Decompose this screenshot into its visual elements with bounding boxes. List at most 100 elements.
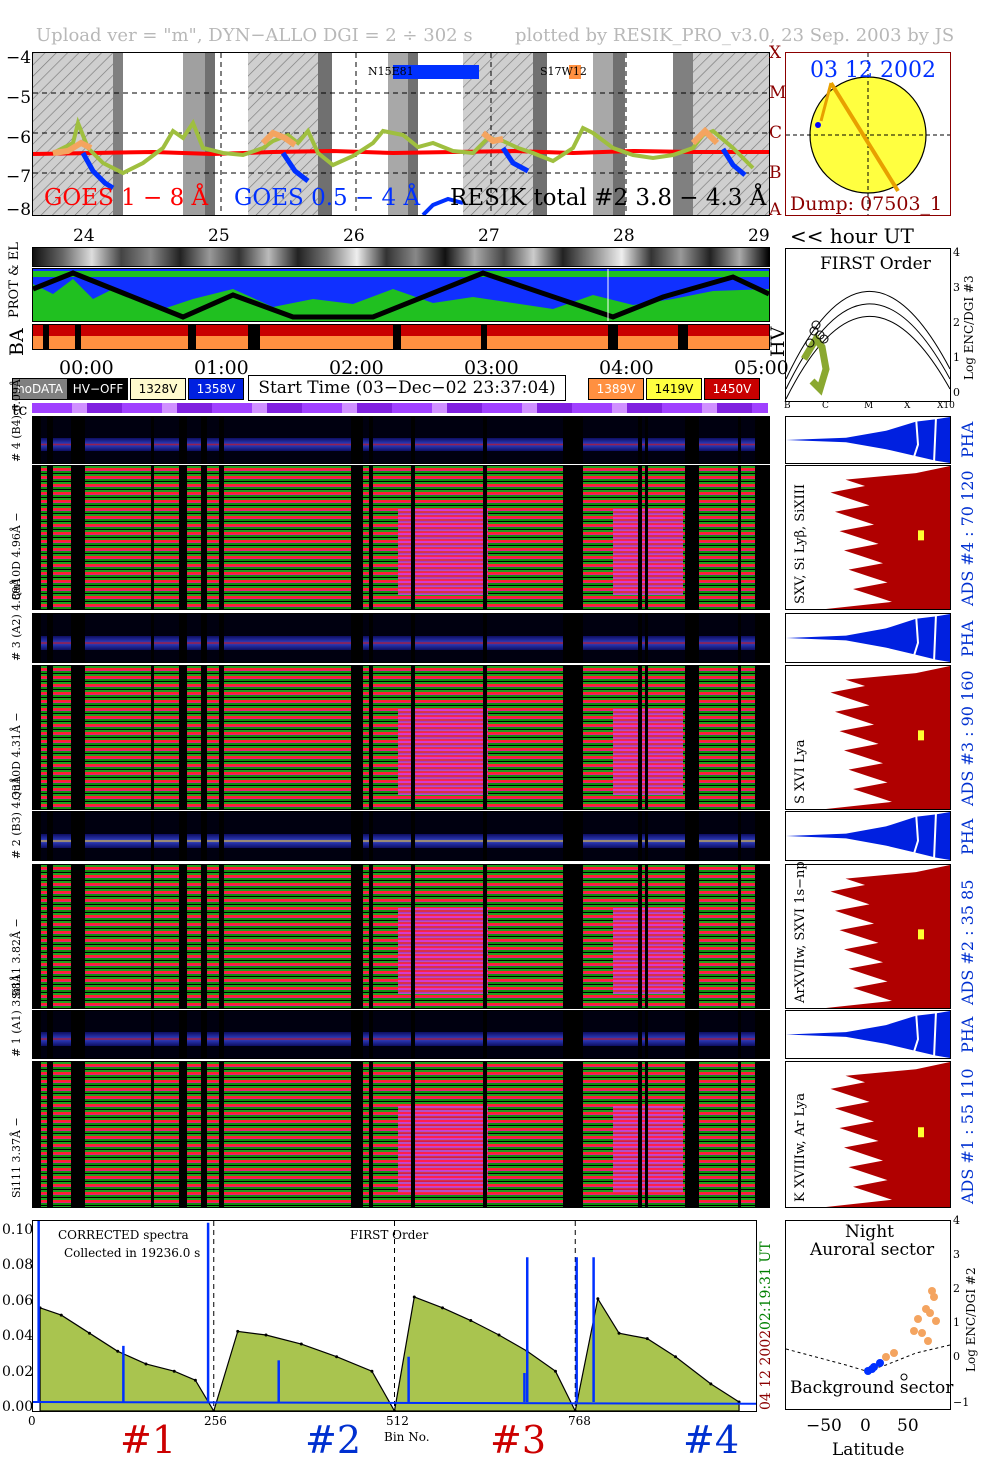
pha-text-3: PHA bbox=[958, 818, 977, 855]
lat-xtick-0: −50 bbox=[806, 1416, 842, 1436]
ads-label-3: ADS #2 : 35 85 bbox=[958, 879, 977, 1005]
spectrum-point bbox=[264, 1333, 268, 1337]
goes-ytick-3: −7 bbox=[6, 167, 32, 187]
legend-1419: 1419V bbox=[646, 378, 702, 400]
sun-date: 03 12 2002 bbox=[810, 58, 936, 83]
line-ids-2: S XVI Lya bbox=[793, 739, 808, 804]
hour-tick-29: 29 bbox=[748, 226, 770, 246]
legend-hvoff: HV−OFF bbox=[68, 378, 128, 400]
orbit-plot bbox=[33, 269, 769, 321]
spectrogram-3 bbox=[32, 864, 770, 1009]
spec-first-order: FIRST Order bbox=[350, 1228, 429, 1242]
sun-dump: Dump: 07503_1 bbox=[790, 193, 943, 215]
spec-ytick-0: 0.10 bbox=[2, 1222, 34, 1238]
time-tick-0: 00:00 bbox=[59, 357, 114, 379]
sun-disk bbox=[786, 53, 950, 215]
lat-ytick-2: 2 bbox=[953, 1282, 960, 1295]
ads-histogram-2 bbox=[785, 665, 951, 810]
spec-ytick-5: 0.00 bbox=[2, 1399, 34, 1415]
fo-ylabel: Log ENC/DGI #3 bbox=[962, 275, 976, 380]
hour-tick-24: 24 bbox=[73, 226, 95, 246]
pha-strip-2 bbox=[32, 613, 770, 663]
spectrum-point bbox=[709, 1382, 713, 1386]
fo-xtick-c: C bbox=[822, 401, 829, 411]
header-plotted: plotted by RESIK_PRO_v3.0, 23 Sep. 2003 … bbox=[515, 25, 955, 46]
marker-s17w12: S17W12 bbox=[540, 65, 587, 78]
resik-label: RESIK total #2 3.8 − 4.3 Å bbox=[450, 185, 767, 211]
ads-histogram-1 bbox=[785, 465, 951, 610]
lat-xlabel: Latitude bbox=[832, 1440, 905, 1460]
spectrum-point bbox=[441, 1306, 445, 1310]
fo-xtick-x10: X10 bbox=[937, 401, 955, 411]
header-upload: Upload ver = "m", DYN−ALLO DGI = 2 ÷ 302… bbox=[36, 25, 473, 46]
spectrum-plot bbox=[33, 1221, 756, 1411]
spectrum-point bbox=[737, 1400, 741, 1404]
spectrogram-4 bbox=[32, 1061, 770, 1208]
time-tick-3: 03:00 bbox=[464, 357, 519, 379]
spectrum-point bbox=[674, 1355, 678, 1359]
spectrum-point bbox=[596, 1297, 600, 1301]
spectrum-point bbox=[497, 1333, 501, 1337]
prot-el-label: PROT & EL bbox=[7, 242, 22, 318]
ads-label-2: ADS #3 : 90 160 bbox=[958, 670, 977, 806]
lat-ytick-5: −1 bbox=[953, 1396, 970, 1409]
intensity-strip bbox=[32, 247, 770, 267]
marker-n15e81: N15E81 bbox=[368, 65, 414, 78]
channel-number-2: #2 bbox=[305, 1418, 362, 1462]
spec-side-time: 02:19:31 UT bbox=[758, 1241, 774, 1330]
spec-side-date: 04 12 2002 bbox=[758, 1329, 774, 1410]
goes-short-label: GOES 0.5 − 4 Å bbox=[234, 185, 421, 211]
spectrum-point bbox=[573, 1409, 577, 1411]
spectrum-point bbox=[553, 1369, 557, 1373]
spec-xtick-0: 0 bbox=[28, 1414, 36, 1428]
fo-ytick-1: 3 bbox=[953, 281, 960, 294]
lat-ytick-3: 1 bbox=[953, 1316, 960, 1329]
spectrum-point bbox=[645, 1337, 649, 1341]
legend-1450: 1450V bbox=[704, 378, 760, 400]
spectrum-point bbox=[370, 1369, 374, 1373]
hour-axis-label: << hour UT bbox=[790, 224, 914, 248]
goes-ytick-4: −8 bbox=[6, 200, 32, 220]
class-a: A bbox=[769, 200, 782, 220]
spec-ytick-4: 0.02 bbox=[2, 1364, 34, 1380]
tc-strip bbox=[32, 403, 768, 413]
latitude-panel bbox=[785, 1220, 951, 1410]
lat-background: Background sector bbox=[790, 1378, 954, 1398]
time-tick-2: 02:00 bbox=[329, 357, 384, 379]
pha-histogram-1 bbox=[785, 416, 951, 464]
spec-xtick-768: 768 bbox=[568, 1414, 591, 1428]
class-m: M bbox=[769, 83, 787, 103]
time-tick-4: 04:00 bbox=[599, 357, 654, 379]
spec-xlabel: Bin No. bbox=[384, 1430, 430, 1444]
spectrum-point bbox=[236, 1329, 240, 1333]
spec-ytick-1: 0.08 bbox=[2, 1257, 34, 1273]
spec-corrected: CORRECTED spectra bbox=[58, 1228, 189, 1242]
lat-ytick-0: 4 bbox=[953, 1214, 960, 1227]
spectrum-series bbox=[39, 1296, 740, 1411]
spectrum-point bbox=[469, 1319, 473, 1323]
fo-ytick-3: 1 bbox=[953, 351, 960, 364]
fo-ytick-0: 4 bbox=[953, 246, 960, 259]
spec-ytick-3: 0.04 bbox=[2, 1328, 34, 1344]
class-b: B bbox=[769, 163, 782, 183]
legend-1389: 1389V bbox=[588, 378, 644, 400]
legend-start-time: Start Time (03−Dec−02 23:37:04) bbox=[248, 375, 566, 401]
pha-strip-3 bbox=[32, 811, 770, 861]
goes-long-label: GOES 1 − 8 Å bbox=[44, 185, 209, 211]
spectrum-point bbox=[335, 1355, 339, 1359]
goes-ytick-1: −5 bbox=[6, 88, 32, 108]
spectrum-point bbox=[144, 1362, 148, 1366]
fo-xtick-m: M bbox=[864, 401, 874, 411]
first-order-plot bbox=[786, 291, 950, 400]
lat-auroral: Auroral sector bbox=[810, 1240, 935, 1260]
spectrum-point bbox=[393, 1409, 396, 1411]
orbit-panel bbox=[32, 268, 770, 322]
first-order-title: FIRST Order bbox=[820, 254, 931, 274]
spectrum-point bbox=[116, 1349, 120, 1353]
legend-nodata: noDATA bbox=[12, 378, 68, 400]
fo-ytick-4: 0 bbox=[953, 386, 960, 399]
first-order-panel bbox=[785, 248, 951, 402]
channel-number-3: #3 bbox=[490, 1418, 547, 1462]
hour-tick-26: 26 bbox=[343, 226, 365, 246]
goes-panel bbox=[32, 52, 770, 216]
